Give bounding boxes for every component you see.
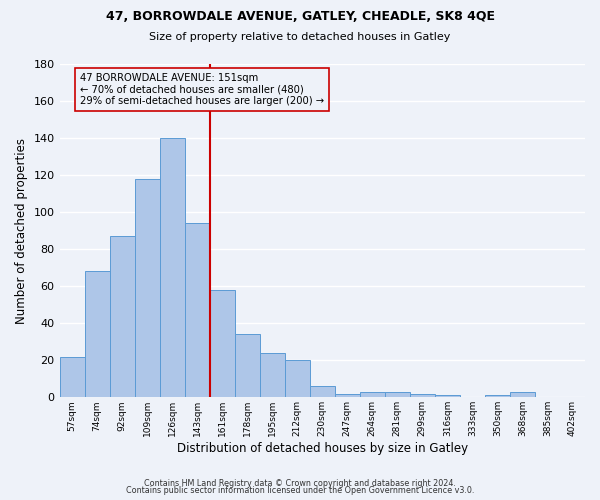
Bar — [385, 392, 410, 398]
Bar — [85, 272, 110, 398]
Bar — [134, 179, 160, 398]
Bar — [360, 392, 385, 398]
Bar — [160, 138, 185, 398]
Bar — [335, 394, 360, 398]
Y-axis label: Number of detached properties: Number of detached properties — [15, 138, 28, 324]
Bar — [435, 396, 460, 398]
Text: Size of property relative to detached houses in Gatley: Size of property relative to detached ho… — [149, 32, 451, 42]
Bar — [410, 394, 435, 398]
Bar — [59, 356, 85, 398]
Bar — [285, 360, 310, 398]
Text: 47 BORROWDALE AVENUE: 151sqm
← 70% of detached houses are smaller (480)
29% of s: 47 BORROWDALE AVENUE: 151sqm ← 70% of de… — [80, 74, 323, 106]
Bar — [510, 392, 535, 398]
Bar — [310, 386, 335, 398]
Bar — [235, 334, 260, 398]
Text: 47, BORROWDALE AVENUE, GATLEY, CHEADLE, SK8 4QE: 47, BORROWDALE AVENUE, GATLEY, CHEADLE, … — [106, 10, 494, 23]
Bar — [209, 290, 235, 398]
X-axis label: Distribution of detached houses by size in Gatley: Distribution of detached houses by size … — [177, 442, 468, 455]
Bar — [260, 353, 285, 398]
Bar — [485, 396, 510, 398]
Bar — [185, 223, 209, 398]
Bar — [110, 236, 134, 398]
Text: Contains HM Land Registry data © Crown copyright and database right 2024.: Contains HM Land Registry data © Crown c… — [144, 478, 456, 488]
Text: Contains public sector information licensed under the Open Government Licence v3: Contains public sector information licen… — [126, 486, 474, 495]
